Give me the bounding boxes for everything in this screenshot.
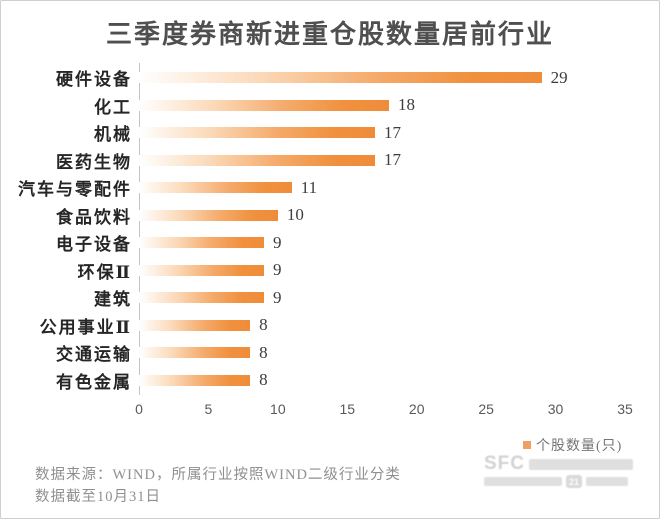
bar bbox=[139, 319, 251, 331]
bar bbox=[139, 209, 278, 221]
category-label: 汽车与零配件 bbox=[18, 180, 132, 200]
bar bbox=[139, 99, 389, 111]
bar-row: 建筑 9 bbox=[1, 284, 659, 312]
bar-row: 医药生物 17 bbox=[1, 147, 659, 175]
value-label: 9 bbox=[272, 287, 282, 307]
value-label: 17 bbox=[384, 122, 402, 142]
watermark-blurred-text bbox=[484, 477, 562, 486]
bar bbox=[139, 237, 264, 249]
value-label: 29 bbox=[550, 67, 568, 87]
bar-row: 硬件设备 29 bbox=[1, 64, 659, 92]
value-label: 8 bbox=[259, 315, 268, 335]
x-tick-label: 35 bbox=[617, 401, 633, 417]
value-label: 9 bbox=[272, 260, 282, 280]
bar-track: 17 bbox=[139, 150, 625, 170]
bar bbox=[139, 127, 376, 139]
bar-row: 电子设备 9 bbox=[1, 229, 659, 257]
bar bbox=[139, 347, 251, 359]
bar-track: 9 bbox=[139, 233, 625, 253]
21-badge-icon: 21 bbox=[566, 475, 582, 488]
watermark-row-2: 21 bbox=[484, 475, 644, 488]
chart-title: 三季度券商新进重仓股数量居前行业 bbox=[105, 20, 554, 49]
value-label: 11 bbox=[300, 177, 318, 197]
watermark-blurred-text bbox=[586, 477, 628, 486]
bar bbox=[139, 292, 264, 304]
category-label: 建筑 bbox=[94, 290, 132, 310]
bar-row: 化工 18 bbox=[1, 92, 659, 120]
value-label: 17 bbox=[384, 150, 402, 170]
legend: 个股数量(只) bbox=[523, 435, 622, 455]
bar-rows: 硬件设备 29 化工 18 机械 17 医药生物 17 汽车与零配件 11 bbox=[1, 64, 659, 395]
category-label: 有色金属 bbox=[56, 372, 132, 392]
category-label: 电子设备 bbox=[56, 235, 132, 255]
value-label: 8 bbox=[259, 342, 268, 362]
bar-row: 交通运输 8 bbox=[1, 339, 659, 367]
category-label: 交通运输 bbox=[56, 345, 132, 365]
source-note: 数据来源：WIND，所属行业按照WIND二级行业分类 数据截至10月31日 bbox=[35, 464, 401, 508]
x-tick-label: 5 bbox=[204, 401, 213, 417]
bar-row: 环保Ⅱ 9 bbox=[1, 257, 659, 285]
bar bbox=[139, 154, 376, 166]
x-tick-label: 15 bbox=[339, 401, 356, 417]
category-label: 硬件设备 bbox=[56, 70, 132, 90]
category-label: 化工 bbox=[94, 97, 132, 117]
bar-track: 18 bbox=[139, 95, 625, 115]
bar-row: 汽车与零配件 11 bbox=[1, 174, 659, 202]
watermark: SFC 21 bbox=[484, 453, 644, 490]
bar-row: 有色金属 8 bbox=[1, 367, 659, 395]
bar-track: 11 bbox=[139, 178, 625, 198]
plot-area: 硬件设备 29 化工 18 机械 17 医药生物 17 汽车与零配件 11 bbox=[1, 63, 659, 395]
x-tick-label: 25 bbox=[478, 401, 494, 417]
category-label: 医药生物 bbox=[56, 152, 132, 172]
source-line-1: 数据来源：WIND，所属行业按照WIND二级行业分类 bbox=[35, 467, 401, 483]
watermark-row-1: SFC bbox=[484, 453, 644, 474]
bar-track: 9 bbox=[139, 260, 625, 280]
legend-label: 个股数量(只) bbox=[536, 439, 623, 454]
x-tick-label: 10 bbox=[270, 401, 286, 417]
x-tick-label: 0 bbox=[135, 401, 143, 417]
category-label: 环保Ⅱ bbox=[77, 262, 132, 282]
category-label: 机械 bbox=[94, 125, 132, 145]
bar-track: 10 bbox=[139, 205, 625, 225]
bar-track: 9 bbox=[139, 288, 625, 308]
source-line-2: 数据截至10月31日 bbox=[35, 489, 161, 505]
value-label: 10 bbox=[286, 205, 304, 225]
bar-track: 8 bbox=[139, 370, 625, 390]
bar bbox=[139, 374, 251, 386]
category-label: 公用事业Ⅱ bbox=[39, 317, 132, 337]
bar bbox=[139, 264, 264, 276]
category-label: 食品饮料 bbox=[56, 207, 132, 227]
bar-track: 8 bbox=[139, 343, 625, 363]
bar-track: 17 bbox=[139, 123, 625, 143]
bar bbox=[139, 182, 292, 194]
x-tick-label: 30 bbox=[547, 401, 564, 417]
value-label: 8 bbox=[259, 370, 268, 390]
bar-row: 食品饮料 10 bbox=[1, 202, 659, 230]
bar-row: 公用事业Ⅱ 8 bbox=[1, 312, 659, 340]
sfc-logo: SFC bbox=[484, 453, 525, 474]
bar-row: 机械 17 bbox=[1, 119, 659, 147]
category-axis-line bbox=[139, 63, 140, 395]
watermark-blurred-text bbox=[529, 458, 633, 470]
bar bbox=[139, 72, 542, 84]
x-axis-tick-labels: 0 5 10 15 20 25 30 35 bbox=[135, 401, 633, 419]
bar-track: 8 bbox=[139, 315, 625, 335]
value-label: 9 bbox=[272, 232, 282, 252]
x-tick-label: 20 bbox=[408, 401, 425, 417]
bar-track: 29 bbox=[139, 68, 625, 88]
legend-swatch-icon bbox=[523, 441, 531, 449]
value-label: 18 bbox=[397, 95, 415, 115]
